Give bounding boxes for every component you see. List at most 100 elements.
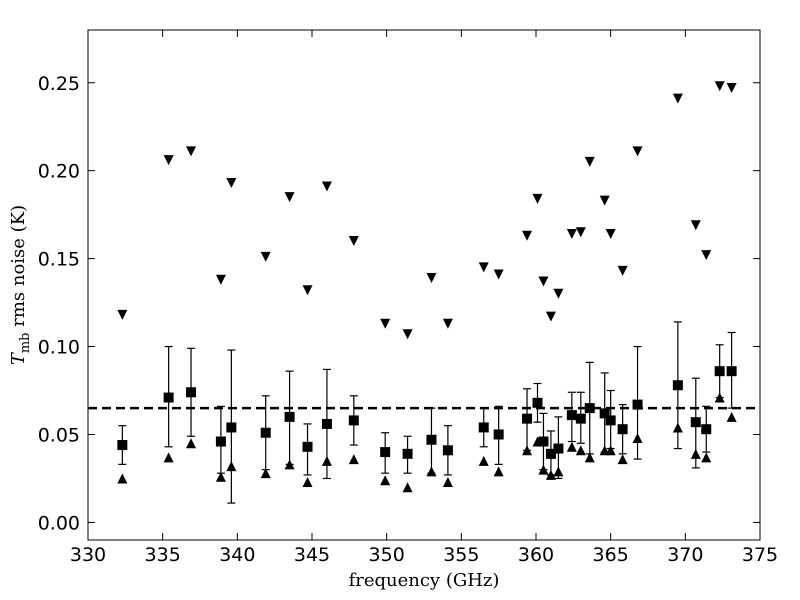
triangle-up-marker xyxy=(701,452,712,463)
x-axis-label: frequency (GHz) xyxy=(349,570,500,591)
triangle-down-marker xyxy=(302,285,313,296)
triangle-down-marker xyxy=(117,309,128,320)
y-label-text: rms noise (K) xyxy=(8,205,29,333)
x-tick-label: 350 xyxy=(369,544,405,566)
triangle-up-marker xyxy=(260,468,271,479)
square-marker xyxy=(380,447,391,458)
square-marker xyxy=(163,392,174,403)
square-marker xyxy=(402,448,413,459)
triangle-up-marker xyxy=(605,445,616,456)
triangle-up-marker xyxy=(493,466,504,477)
triangle-up-marker xyxy=(186,438,197,449)
y-tick-label: 0.25 xyxy=(38,73,80,95)
triangle-up-marker xyxy=(575,445,586,456)
triangle-up-marker xyxy=(117,473,128,484)
x-tick-label: 370 xyxy=(667,544,703,566)
triangle-down-marker xyxy=(714,81,725,92)
x-tick-label: 345 xyxy=(294,544,330,566)
triangle-down-marker xyxy=(215,274,226,285)
triangle-down-marker xyxy=(538,276,549,287)
square-marker xyxy=(575,413,586,424)
triangle-up-marker xyxy=(714,392,725,403)
triangle-up-marker xyxy=(672,422,683,433)
triangle-up-marker xyxy=(215,471,226,482)
square-marker xyxy=(714,366,725,377)
plot-frame xyxy=(87,29,761,541)
square-marker xyxy=(538,436,549,447)
triangle-up-marker xyxy=(402,482,413,493)
y-tick-label: 0.15 xyxy=(38,249,80,271)
y-tick-label: 0.10 xyxy=(38,337,80,359)
square-marker xyxy=(701,424,712,435)
triangle-down-marker xyxy=(163,155,174,166)
square-marker xyxy=(584,403,595,414)
triangle-up-marker xyxy=(545,469,556,480)
triangle-up-marker xyxy=(348,454,359,465)
square-marker xyxy=(284,411,295,422)
square-marker xyxy=(545,448,556,459)
triangle-up-marker xyxy=(553,466,564,477)
triangle-up-marker xyxy=(442,476,453,487)
square-marker xyxy=(426,434,437,445)
triangle-down-marker xyxy=(522,230,533,241)
triangle-down-marker xyxy=(617,265,628,276)
x-tick-label: 355 xyxy=(443,544,479,566)
square-marker xyxy=(226,422,237,433)
triangle-up-marker xyxy=(478,455,489,466)
square-marker xyxy=(493,429,504,440)
square-marker xyxy=(442,445,453,456)
y-axis-label: Tmb rms noise (K) xyxy=(8,205,33,365)
triangle-down-marker xyxy=(690,220,701,231)
triangle-down-marker xyxy=(478,262,489,273)
square-marker xyxy=(566,410,577,421)
x-tick-label: 360 xyxy=(518,544,554,566)
triangle-up-marker xyxy=(532,436,543,447)
triangle-up-marker xyxy=(632,433,643,443)
triangle-down-marker xyxy=(599,195,610,206)
square-marker xyxy=(532,397,543,408)
triangle-down-marker xyxy=(605,229,616,239)
square-marker xyxy=(321,418,332,429)
triangle-up-marker xyxy=(426,466,437,477)
triangle-down-marker xyxy=(186,146,197,157)
triangle-down-marker xyxy=(380,318,391,329)
triangle-down-marker xyxy=(402,329,413,340)
triangle-up-marker xyxy=(566,441,577,452)
square-marker xyxy=(553,443,564,454)
triangle-down-marker xyxy=(575,227,586,238)
triangle-up-marker xyxy=(538,464,549,475)
triangle-up-marker xyxy=(302,476,313,487)
square-marker xyxy=(302,441,313,452)
triangle-down-marker xyxy=(348,236,359,247)
triangle-up-marker xyxy=(380,475,391,486)
triangle-down-marker xyxy=(553,288,564,299)
square-marker xyxy=(522,413,533,424)
y-tick-label: 0.05 xyxy=(38,424,80,446)
triangle-down-marker xyxy=(284,192,295,203)
square-marker xyxy=(186,387,197,398)
square-marker xyxy=(215,436,226,447)
triangle-down-marker xyxy=(726,83,737,94)
triangle-down-marker xyxy=(426,272,437,283)
x-tick-label: 365 xyxy=(593,544,629,566)
square-marker xyxy=(599,408,610,419)
triangle-down-marker xyxy=(321,181,332,192)
square-marker xyxy=(617,424,628,435)
triangle-down-marker xyxy=(532,193,543,204)
triangle-down-marker xyxy=(672,93,683,104)
square-marker xyxy=(478,422,489,433)
square-marker xyxy=(348,415,359,426)
square-marker xyxy=(605,415,616,426)
triangle-up-marker xyxy=(321,455,332,466)
x-tick-label: 375 xyxy=(742,544,778,566)
triangle-up-marker xyxy=(617,454,628,465)
triangle-up-marker xyxy=(226,461,237,472)
triangle-up-marker xyxy=(163,452,174,463)
triangle-down-marker xyxy=(442,318,453,329)
triangle-down-marker xyxy=(701,250,712,261)
triangle-down-marker xyxy=(226,178,237,188)
triangle-up-marker xyxy=(584,452,595,463)
triangle-down-marker xyxy=(632,146,643,157)
